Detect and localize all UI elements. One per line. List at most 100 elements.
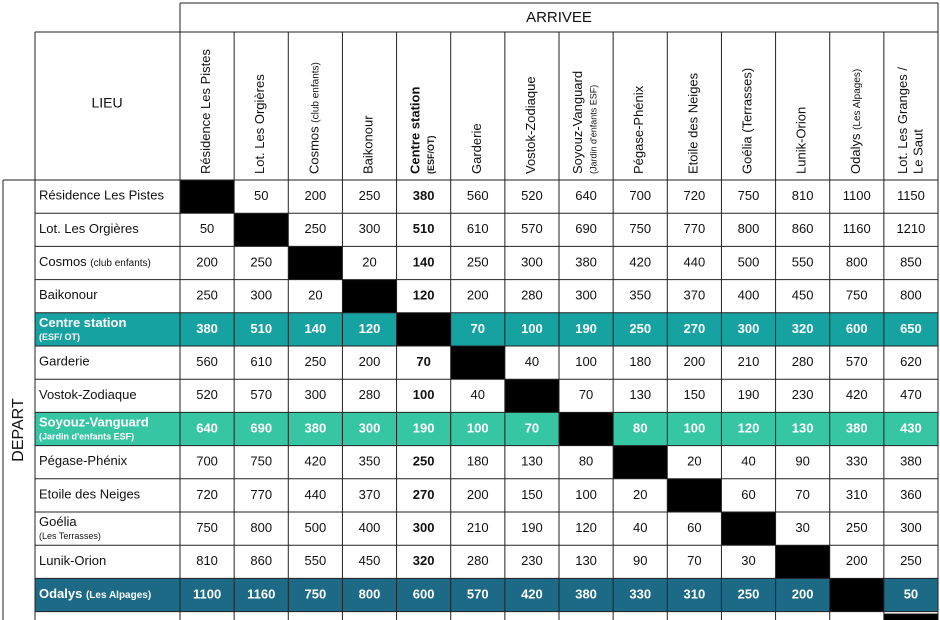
distance-value: 380 <box>900 454 922 469</box>
distance-value: 190 <box>575 321 597 336</box>
column-header: Centre station <box>408 87 423 174</box>
distance-value: 100 <box>575 354 597 369</box>
distance-value: 40 <box>525 354 539 369</box>
diagonal-cell <box>667 478 722 512</box>
distance-value: 230 <box>792 387 814 402</box>
distance-value: 70 <box>525 420 539 435</box>
distance-value: 120 <box>359 321 381 336</box>
distance-value: 500 <box>305 520 327 535</box>
distance-value: 250 <box>250 254 272 269</box>
row-label-sub: (Les Terrasses) <box>39 531 101 541</box>
column-header-sub: (club enfants) <box>310 62 321 123</box>
column-header-label: Cosmos <box>307 123 322 174</box>
distance-value: 320 <box>413 553 435 568</box>
row-label-main: Cosmos <box>39 254 90 269</box>
distance-value: 310 <box>846 487 868 502</box>
row-label: Résidence Les Pistes <box>39 188 165 203</box>
diagonal-cell <box>450 346 505 380</box>
distance-value: 140 <box>305 321 327 336</box>
distance-value: 1210 <box>896 221 925 236</box>
row-label: Cosmos (club enfants) <box>39 254 151 269</box>
column-header-label: Lot. Les Granges / <box>895 67 910 174</box>
column-header: Baikonour <box>361 115 376 174</box>
distance-value: 600 <box>413 586 435 601</box>
row-label: Lot. Les Orgières <box>39 221 139 236</box>
distance-value: 280 <box>359 387 381 402</box>
distance-value: 300 <box>413 520 435 535</box>
column-header-line2: (ESF/OT) <box>426 136 436 175</box>
distance-value: 70 <box>471 321 485 336</box>
row-label-main: Lot. Les Orgières <box>39 221 139 236</box>
distance-value: 560 <box>196 354 218 369</box>
row-label: Goélia <box>39 514 77 529</box>
row-label-main: Résidence Les Pistes <box>39 188 165 203</box>
distance-value: 1160 <box>843 221 871 236</box>
distance-value: 300 <box>305 387 327 402</box>
distance-value: 70 <box>416 354 430 369</box>
distance-value: 250 <box>196 288 218 303</box>
distance-value: 380 <box>575 254 597 269</box>
row-label: Soyouz-Vanguard <box>39 414 149 429</box>
distance-value: 610 <box>250 354 272 369</box>
distance-value: 270 <box>413 487 435 502</box>
distance-value: 860 <box>250 553 272 568</box>
diagonal-cell <box>613 445 668 479</box>
distance-value: 1160 <box>247 586 275 601</box>
distance-value: 700 <box>196 454 218 469</box>
distance-value: 770 <box>250 487 272 502</box>
row-label-sub: (Jardin d'enfants ESF) <box>39 431 134 441</box>
distance-value: 100 <box>413 387 435 402</box>
row-label-sub: (ESF/ OT) <box>39 332 80 342</box>
distance-value: 400 <box>738 288 760 303</box>
distance-value: 150 <box>521 487 543 502</box>
distance-value: 90 <box>795 454 809 469</box>
distance-value: 90 <box>633 553 647 568</box>
distance-value: 450 <box>792 288 814 303</box>
distance-value: 330 <box>629 586 651 601</box>
distance-value: 310 <box>684 586 706 601</box>
row-highlight <box>35 412 938 446</box>
distance-value: 60 <box>741 487 755 502</box>
distance-value: 370 <box>359 487 381 502</box>
distance-value: 210 <box>738 354 760 369</box>
distance-value: 200 <box>684 354 706 369</box>
column-header: Lot. Les Granges / <box>895 67 910 174</box>
row-label-sub: (Les Alpages) <box>86 590 151 601</box>
row-label-main: Baikonour <box>39 288 98 303</box>
distance-value: 130 <box>575 553 597 568</box>
distance-value: 510 <box>413 221 435 236</box>
distance-value: 200 <box>359 354 381 369</box>
distance-value: 180 <box>467 454 489 469</box>
distance-value: 700 <box>629 188 651 203</box>
distance-value: 640 <box>575 188 597 203</box>
distance-value: 810 <box>792 188 814 203</box>
row-label: Odalys (Les Alpages) <box>39 586 151 601</box>
distance-value: 510 <box>250 321 272 336</box>
distance-value: 80 <box>633 420 647 435</box>
distance-value: 770 <box>684 221 706 236</box>
distance-value: 120 <box>738 420 760 435</box>
row-label: Pégase-Phénix <box>39 454 128 469</box>
distance-value: 570 <box>467 586 489 601</box>
column-header-line2: Le Saut <box>910 129 925 174</box>
column-header-label: Lunik-Orion <box>794 107 809 174</box>
distance-value: 750 <box>629 221 651 236</box>
distance-value: 250 <box>413 454 435 469</box>
distance-value: 750 <box>250 454 272 469</box>
distance-value: 860 <box>792 221 814 236</box>
diagonal-cell <box>342 279 397 313</box>
distance-value: 330 <box>846 454 868 469</box>
distance-value: 750 <box>738 188 760 203</box>
distance-value: 50 <box>904 586 918 601</box>
distance-value: 420 <box>846 387 868 402</box>
column-header: Lot. Les Orgières <box>253 74 268 174</box>
distance-value: 250 <box>467 254 489 269</box>
column-header-sub: (Les Alpages) <box>851 69 862 130</box>
distance-value: 690 <box>250 420 272 435</box>
distance-value: 690 <box>575 221 597 236</box>
distance-value: 190 <box>738 387 760 402</box>
column-header: Vostok-Zodiaque <box>523 76 538 174</box>
row-label: Baikonour <box>39 288 98 303</box>
distance-value: 800 <box>846 254 868 269</box>
